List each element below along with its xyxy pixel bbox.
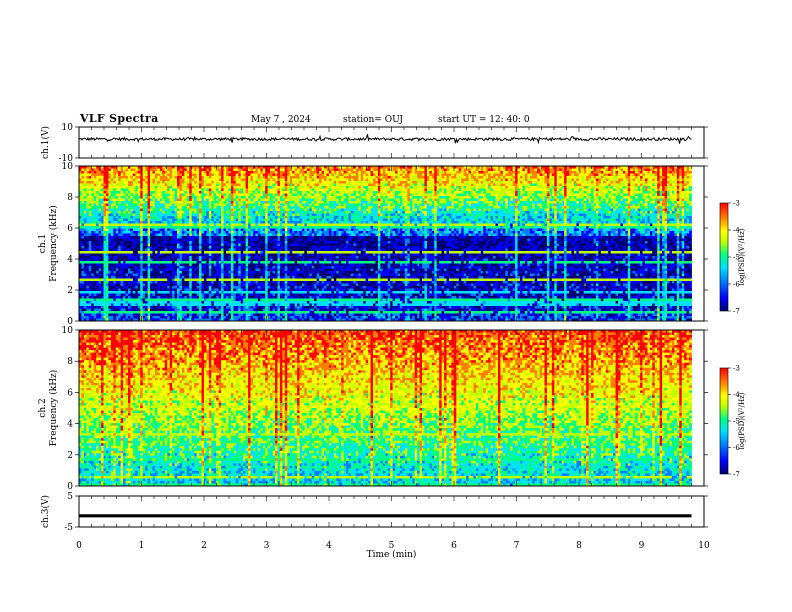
y-tick-label: -5 [64,523,73,533]
date-label: May 7 , 2024 [251,115,311,125]
ch1-spectrogram-ylabel: Frequency (kHz) [48,205,59,282]
colorbar-tick-label: -5 [733,254,740,262]
x-tick-label: 4 [326,541,332,551]
y-tick-label: 4 [67,420,73,430]
y-tick-label: 6 [67,224,73,234]
x-tick-label: 10 [698,541,710,551]
x-tick-label: 6 [451,541,457,551]
y-tick-label: 2 [67,286,73,296]
ch1-waveform-trace [79,134,692,145]
y-tick-label: 10 [62,326,74,336]
x-tick-label: 3 [264,541,270,551]
y-tick-label: 5 [67,492,73,502]
colorbar-tick-label: -3 [733,200,740,208]
x-tick-label: 1 [139,541,145,551]
ch1-spectrogram-colorbar [719,202,729,312]
colorbar-tick-label: -4 [733,391,740,399]
y-tick-label: 10 [62,162,74,172]
ch1-waveform-ylabel: ch.1(V) [40,126,51,159]
ch1-spectrogram-colorbar-label: log(PSD)(V²/Hz) [738,228,746,285]
colorbar-tick-label: -5 [733,418,740,426]
ch1-spectrogram-panel [78,165,705,322]
x-tick-label: 5 [389,541,395,551]
y-tick-label: -10 [59,154,74,164]
y-tick-label: 0 [67,482,73,492]
ch2-spectrogram-ylabel: Frequency (kHz) [48,370,59,447]
y-tick-label: 8 [67,357,73,367]
y-tick-label: 4 [67,255,73,265]
chart-title: VLF Spectra [80,112,159,125]
ch2-spectrogram-colorbar [719,367,729,475]
colorbar-tick-label: -4 [733,227,740,235]
y-tick-label: 10 [62,123,74,133]
colorbar-tick-label: -7 [733,471,740,479]
ch2-spectrogram-channel-label: ch.2 [38,398,48,417]
ch2-spectrogram-cells [79,330,692,487]
start-ut-label: start UT = 12: 40: 0 [438,115,530,125]
ch2-spectrogram-colorbar-label: log(PSD)(V²/Hz) [738,392,746,449]
x-tick-label: 7 [514,541,520,551]
y-tick-label: 2 [67,451,73,461]
ch1-spectrogram-channel-label: ch.1 [38,234,48,253]
x-tick-label: 8 [576,541,582,551]
x-axis-label: Time (min) [367,549,417,560]
colorbar-tick-label: -3 [733,365,740,373]
y-tick-label: 0 [67,317,73,327]
colorbar-tick-label: -7 [733,308,740,316]
x-tick-label: 0 [76,541,82,551]
colorbar-tick-label: -6 [733,444,740,452]
y-tick-label: 6 [67,388,73,398]
y-tick-label: 8 [67,193,73,203]
ch1-spectrogram-cells [79,166,692,322]
colorbar-tick-label: -6 [733,281,740,289]
x-tick-label: 2 [201,541,207,551]
ch2-spectrogram-panel [78,329,705,487]
station-label: station= OUJ [343,115,403,125]
x-tick-label: 9 [639,541,645,551]
ch3-waveform-ylabel: ch.3(V) [40,495,51,528]
